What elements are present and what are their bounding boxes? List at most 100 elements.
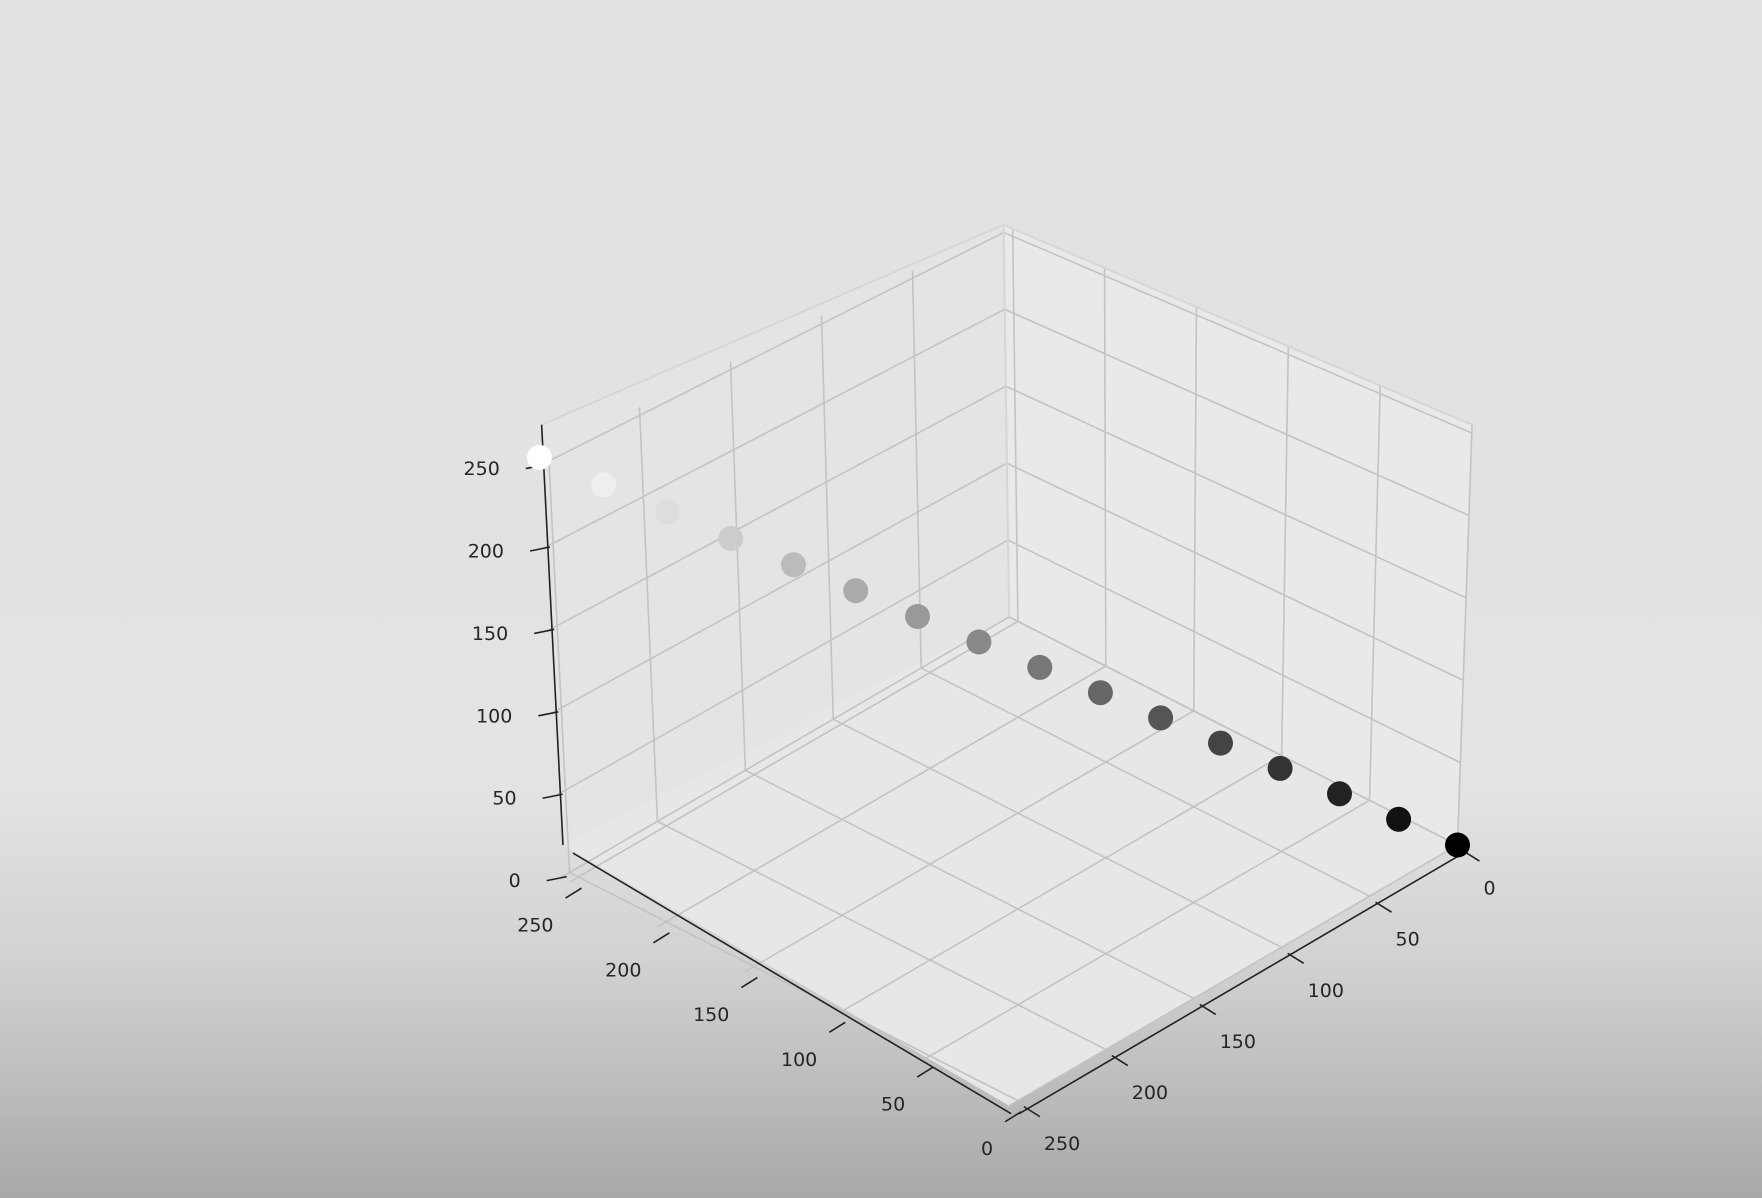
grid-lines: [539, 223, 1473, 1107]
grid-floor-x: [569, 871, 1019, 1102]
grid-right-wall-y: [1192, 307, 1198, 711]
x-tick-mark: [1199, 1003, 1217, 1016]
data-point: [1027, 654, 1053, 680]
grid-floor-x: [657, 820, 1107, 1051]
left-wall-pane: [541, 224, 1010, 845]
y-tick-mark: [828, 1021, 846, 1033]
axis-lines: [540, 424, 1464, 1115]
data-point: [718, 526, 744, 551]
data-point: [1386, 806, 1412, 832]
grid-right-wall-y: [1456, 424, 1473, 846]
x-tick-mark: [1375, 901, 1392, 913]
grid-left-wall-x: [547, 452, 571, 873]
x-tick-label: 150: [1220, 1031, 1256, 1053]
grid-left-wall-x: [729, 361, 747, 771]
right-wall-pane: [1003, 224, 1473, 845]
data-point: [781, 552, 806, 578]
grid-left-wall-x: [911, 270, 922, 669]
grid-right-wall-z: [1006, 462, 1464, 681]
z-tick-label: 50: [492, 788, 516, 810]
y-tick-mark: [740, 976, 758, 989]
tick-labels: 0 50 100 150 200 250 0 50 100 150 200 250 0 50 100 150 2…: [464, 458, 1496, 1160]
data-point: [1445, 832, 1470, 858]
z-tick-mark: [534, 628, 555, 635]
grid-left-wall-z: [539, 231, 1004, 467]
grid-floor-y: [657, 665, 1107, 928]
data-point: [591, 472, 617, 498]
z-tick-mark: [546, 875, 567, 882]
grid-left-wall-z: [560, 616, 1010, 879]
data-point: [1208, 730, 1233, 756]
grid-floor-x: [744, 769, 1195, 1000]
data-point: [1267, 755, 1293, 781]
x-tick-label: 250: [1044, 1133, 1080, 1155]
grid-right-wall-z: [1004, 308, 1470, 517]
z-tick-label: 200: [468, 541, 504, 563]
data-point: [1087, 680, 1113, 706]
y-tick-label: 100: [781, 1049, 817, 1071]
x-tick-label: 0: [1483, 878, 1495, 900]
tick-marks: [525, 463, 1480, 1123]
data-point: [655, 499, 680, 525]
y-axis-line: [572, 852, 1012, 1115]
z-tick-label: 100: [476, 705, 512, 727]
z-tick-label: 0: [509, 870, 521, 892]
x-tick-label: 200: [1132, 1082, 1168, 1104]
y-tick-mark: [653, 932, 670, 944]
x-tick-mark: [1023, 1105, 1041, 1118]
z-tick-mark: [529, 546, 551, 552]
z-tick-mark: [538, 711, 559, 717]
y-tick-mark: [916, 1066, 934, 1078]
grid-floor-y: [832, 754, 1283, 1017]
z-tick-mark: [542, 793, 563, 800]
y-tick-label: 50: [881, 1094, 905, 1116]
grid-right-wall-z: [1003, 231, 1473, 434]
y-tick-mark: [1004, 1111, 1022, 1123]
grid-left-wall-x: [820, 315, 835, 720]
grid-right-wall-z: [1005, 385, 1467, 599]
grid-floor-y: [744, 710, 1195, 973]
grid-floor-y: [569, 620, 1019, 883]
z-tick-label: 250: [464, 458, 500, 480]
data-point: [843, 578, 869, 604]
grid-right-wall-y: [1280, 346, 1290, 756]
grid-left-wall-z: [551, 462, 1008, 714]
z-tick-label: 150: [472, 623, 508, 645]
x-tick-label: 50: [1396, 929, 1420, 951]
grid-floor-x: [920, 667, 1370, 897]
data-points: [526, 444, 1470, 858]
grid-left-wall-z: [556, 539, 1009, 796]
pane-edge: [1003, 223, 1473, 426]
grid-left-wall-x: [638, 407, 659, 822]
z-axis-line: [540, 424, 564, 846]
axis-panes: [541, 224, 1473, 1106]
grid-floor-x: [832, 718, 1283, 948]
x-axis-line: [1018, 852, 1464, 1115]
grid-floor-y: [1008, 844, 1458, 1107]
grid-right-wall-z: [1007, 539, 1461, 764]
pane-edge: [541, 223, 1004, 426]
y-tick-label: 200: [605, 959, 641, 981]
data-point: [966, 629, 992, 655]
data-point: [526, 444, 552, 470]
floor-pane: [563, 616, 1458, 1106]
grid-right-wall-y: [1103, 267, 1107, 667]
data-point: [1327, 781, 1352, 807]
x-tick-mark: [1287, 952, 1305, 964]
grid-floor-y: [920, 799, 1370, 1062]
grid-left-wall-z: [543, 308, 1006, 549]
x-tick-label: 100: [1308, 980, 1344, 1002]
y-tick-label: 0: [981, 1138, 993, 1160]
y-tick-label: 250: [517, 915, 553, 937]
data-point: [1148, 705, 1174, 731]
grid-right-wall-y: [1368, 385, 1381, 801]
y-tick-label: 150: [693, 1004, 729, 1026]
x-tick-mark: [1111, 1054, 1129, 1067]
y-tick-mark: [565, 887, 582, 899]
pane-edge: [1002, 224, 1011, 617]
grid-right-wall-z: [1008, 616, 1458, 846]
grid-right-wall-y: [1011, 228, 1019, 622]
data-point: [905, 604, 930, 629]
grid-left-wall-z: [547, 385, 1007, 632]
